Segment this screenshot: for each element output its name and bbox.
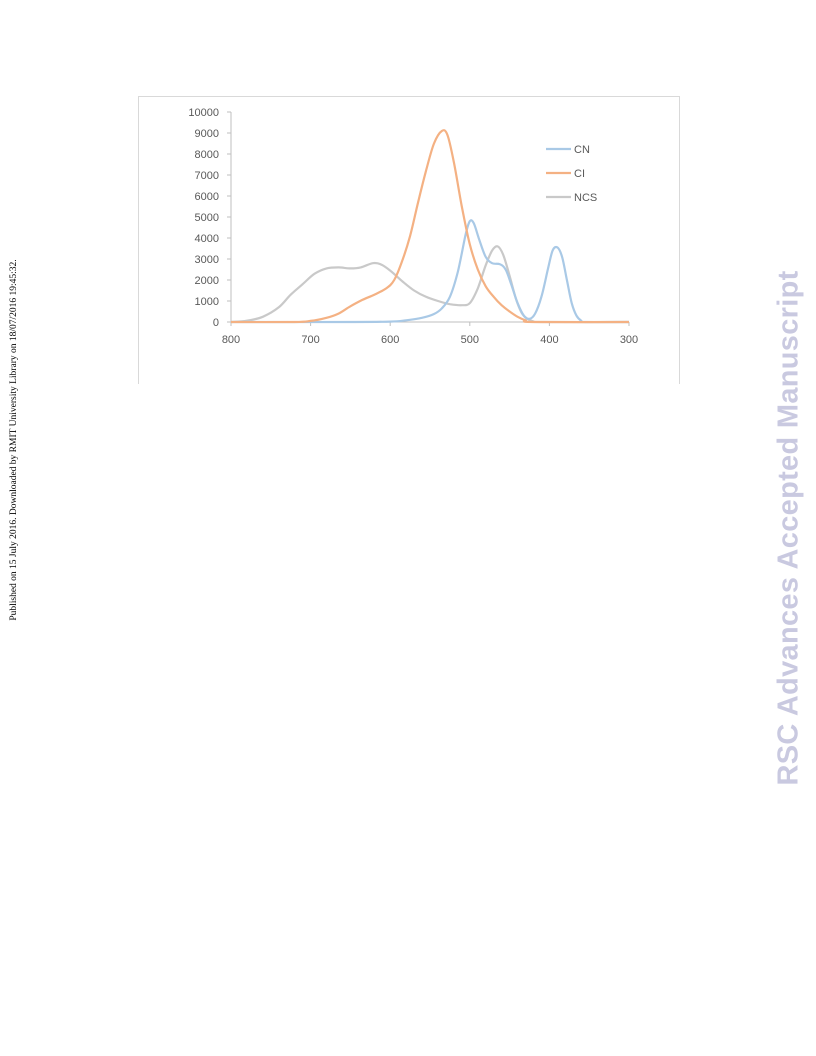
publication-note: Published on 15 July 2016. Downloaded by… — [9, 259, 19, 621]
y-tick-label: 4000 — [195, 233, 219, 245]
y-tick-label: 6000 — [195, 191, 219, 203]
y-tick-label: 10000 — [188, 107, 219, 119]
y-tick-label: 7000 — [195, 170, 219, 182]
spectrum-chart: 0 1000 2000 3000 4000 5000 6000 7000 8000 9000 100… — [188, 107, 638, 346]
x-tick-label: 500 — [461, 334, 479, 346]
accepted-manuscript-watermark: RSC Advances Accepted Manuscript — [772, 270, 805, 786]
y-tick-label: 0 — [213, 317, 219, 329]
series-line-ncs — [230, 245, 630, 324]
chart-axes: 0 1000 2000 3000 4000 5000 6000 7000 8000 9000 100… — [188, 107, 638, 346]
chart-legend: CN CI NCS — [546, 144, 597, 204]
chart-container: 0 1000 2000 3000 4000 5000 6000 7000 8000 9000 100… — [138, 96, 680, 384]
legend-label-ci: CI — [574, 168, 585, 180]
y-tick-label: 1000 — [195, 296, 219, 308]
x-tick-label: 700 — [301, 334, 319, 346]
x-tick-label: 400 — [540, 334, 558, 346]
x-tick-label: 800 — [222, 334, 240, 346]
y-tick-label: 8000 — [195, 149, 219, 161]
legend-label-ncs: NCS — [574, 192, 597, 204]
chart-series — [230, 129, 630, 324]
legend-label-cn: CN — [574, 144, 590, 156]
y-tick-label: 3000 — [195, 254, 219, 266]
x-tick-label: 600 — [381, 334, 399, 346]
y-tick-label: 9000 — [195, 128, 219, 140]
series-line-cn — [230, 219, 630, 324]
y-tick-label: 5000 — [195, 212, 219, 224]
series-line-ci — [230, 129, 630, 324]
y-tick-label: 2000 — [195, 275, 219, 287]
x-tick-label: 300 — [620, 334, 638, 346]
